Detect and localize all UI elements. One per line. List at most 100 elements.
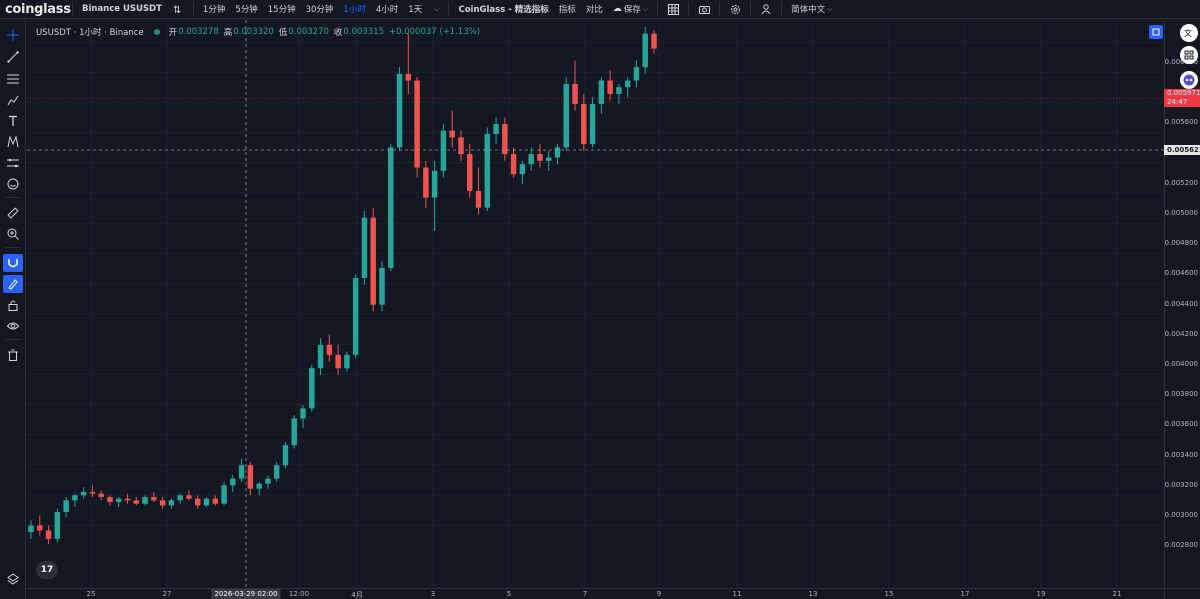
compare-button[interactable]: 对比: [585, 5, 603, 15]
apps-grid-icon[interactable]: [1180, 46, 1198, 64]
toolbar-divider: [688, 2, 690, 16]
candle-body: [493, 124, 499, 135]
low-label: 低: [278, 28, 288, 38]
trash-icon[interactable]: [3, 346, 23, 364]
candle-body: [273, 465, 280, 479]
candle-body: [361, 217, 368, 278]
grid-layout-icon[interactable]: [662, 0, 684, 19]
candle-body: [54, 512, 61, 539]
candle-body: [256, 483, 262, 489]
assistant-icon[interactable]: [1180, 71, 1198, 89]
candle-body: [388, 147, 394, 268]
last-price-badge: 0.005971 24:47: [1164, 89, 1200, 107]
crosshair-icon[interactable]: [3, 26, 23, 44]
pattern-icon[interactable]: [3, 133, 23, 151]
interval-button[interactable]: 5分钟: [235, 5, 258, 15]
toolbar-divider: [781, 2, 783, 16]
candle-body: [247, 465, 254, 489]
prediction-icon[interactable]: [3, 154, 23, 172]
price-tick-label: 0.005600: [1164, 118, 1198, 127]
price-tick-label: 0.005200: [1164, 178, 1198, 187]
candlestick-chart[interactable]: [27, 20, 1164, 588]
lock-drawing-icon[interactable]: [3, 275, 23, 293]
camera-icon[interactable]: [693, 0, 715, 19]
candle-body: [63, 500, 69, 513]
candle-body: [510, 154, 517, 175]
interval-button[interactable]: 30分钟: [305, 5, 334, 15]
indicators-button[interactable]: 指标: [558, 5, 576, 15]
candle-body: [28, 525, 34, 533]
save-button[interactable]: ☁ 保存 ⌵: [608, 0, 653, 19]
candle-body: [405, 73, 412, 81]
time-tick-label: 25: [86, 590, 96, 598]
candle-body: [642, 33, 648, 68]
candle-body: [651, 33, 657, 49]
tradingview-logo[interactable]: 17: [36, 561, 58, 579]
user-icon[interactable]: [755, 0, 777, 19]
candle-body: [563, 83, 569, 148]
chevron-down-icon[interactable]: ⌵: [434, 4, 440, 13]
toolbar-divider: [719, 2, 721, 16]
time-tick-label: 9: [656, 590, 662, 598]
fib-icon[interactable]: [3, 70, 23, 88]
market-status-icon: [153, 29, 160, 35]
trendline-icon[interactable]: [3, 48, 23, 66]
chart-legend: USUSDT · 1小时 · Binance 开 0.003278 高 0.00…: [36, 26, 480, 38]
candle-body: [133, 500, 140, 504]
candle-body: [633, 67, 640, 81]
time-tick-label: 5: [506, 590, 512, 598]
time-tick-label: 17: [960, 590, 970, 598]
interval-button[interactable]: 1小时: [343, 5, 366, 15]
interval-button[interactable]: 1分钟: [202, 5, 226, 15]
candle-body: [581, 103, 587, 145]
magnet-icon[interactable]: [3, 254, 23, 272]
candle-body: [449, 130, 455, 138]
layers-icon[interactable]: [3, 570, 23, 588]
lock-icon[interactable]: [3, 296, 23, 314]
legend-symbol[interactable]: USUSDT · 1小时 · Binance: [36, 28, 144, 38]
language-label: 简体中文: [791, 5, 826, 15]
gear-icon[interactable]: [724, 0, 746, 19]
top-toolbar: coinglass Binance USUSDT ⇅ 1分钟 5分钟 15分钟 30分…: [0, 0, 1200, 19]
compare-symbol-icon[interactable]: ⇅: [167, 0, 189, 19]
candle-body: [467, 154, 473, 191]
interval-button[interactable]: 4小时: [375, 5, 399, 15]
candle-body: [124, 498, 131, 501]
toolbar-divider: [192, 2, 194, 16]
time-tick-label: 11: [732, 590, 742, 598]
zoom-icon[interactable]: [3, 225, 23, 243]
eye-icon[interactable]: [3, 317, 23, 335]
svg-text:⇅: ⇅: [173, 5, 181, 14]
open-label: 开: [168, 28, 178, 38]
candle-body: [326, 344, 333, 355]
emoji-icon[interactable]: [3, 175, 23, 193]
candle-body: [300, 408, 306, 419]
interval-button[interactable]: 15分钟: [267, 5, 296, 15]
ruler-icon[interactable]: [3, 204, 23, 222]
price-axis[interactable]: 0.0060000.0058000.0056000.0054000.005200…: [1164, 20, 1200, 588]
candle-body: [370, 217, 376, 305]
close-value: 0.003315: [343, 27, 384, 37]
translate-icon[interactable]: 文: [1180, 24, 1198, 42]
candle-body: [116, 498, 122, 503]
interval-button[interactable]: 1天: [408, 5, 423, 15]
candle-body: [616, 87, 622, 94]
brush-icon[interactable]: [3, 91, 23, 109]
axis-corner: [1164, 588, 1200, 599]
candle-body: [317, 344, 324, 369]
candle-body: [291, 418, 297, 446]
candle-body: [607, 80, 613, 94]
symbol-search-button[interactable]: Binance USUSDT: [82, 4, 162, 14]
change-value: +0.000037 (+1.13%): [388, 27, 481, 37]
fullscreen-icon[interactable]: [1149, 25, 1163, 39]
text-icon[interactable]: [3, 112, 23, 130]
coinglass-logo[interactable]: coinglass: [5, 1, 71, 17]
candle-body: [440, 130, 447, 171]
time-axis[interactable]: 25 27 12:00 4月 3 5 7 9 11 13 15 17 19 21 2026-03-29 02…: [27, 588, 1164, 599]
candle-body: [502, 124, 508, 155]
candle-body: [572, 83, 578, 104]
save-label: 保存: [623, 5, 641, 15]
language-select[interactable]: 简体中文 ⌵: [786, 0, 837, 19]
template-button[interactable]: CoinGlass - 精选指标: [458, 5, 549, 15]
candle-body: [72, 495, 78, 501]
